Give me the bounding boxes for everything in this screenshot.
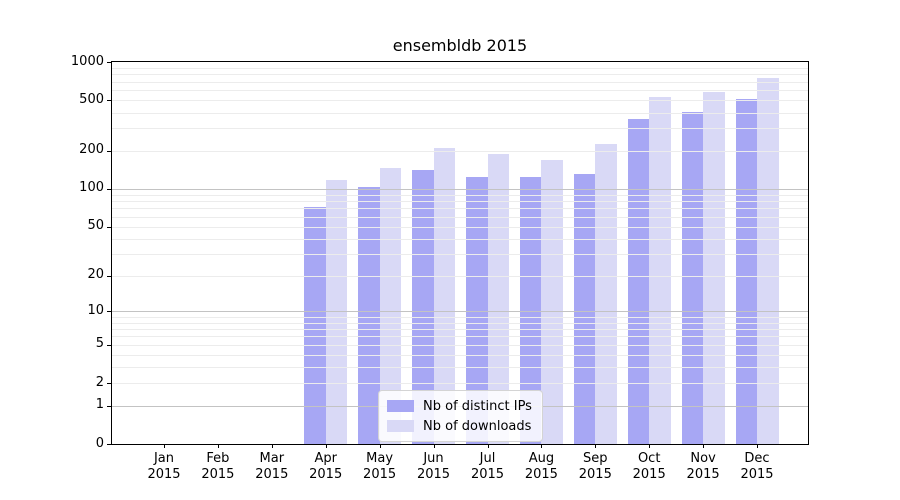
grid-line-50 [112,226,808,228]
x-tick-label-dec: Dec 2015 [740,451,774,483]
legend-label-downloads: Nb of downloads [423,418,532,434]
grid-line-800 [112,74,808,76]
grid-line-9 [112,316,808,318]
bar-downloads-jul [487,153,509,444]
bar-downloads-oct [649,97,671,444]
x-tick-mark-aug [541,444,543,448]
y-tick-label-2: 2 [95,374,104,390]
y-tick-label-100: 100 [79,180,104,196]
grid-line-400 [112,112,808,114]
x-tick-label-apr: Apr 2015 [309,451,343,483]
grid-line-40 [112,238,808,240]
y-tick-label-50: 50 [87,218,104,234]
legend-swatch-downloads [387,420,414,432]
x-tick-mark-mar [271,444,273,448]
grid-line-70 [112,208,808,210]
y-tick-label-5: 5 [95,336,104,352]
bar-distinct-ips-aug [519,177,542,444]
y-tick-label-200: 200 [79,142,104,158]
legend-item-downloads: Nb of downloads [387,416,532,436]
y-tick-label-20: 20 [87,267,104,283]
bar-distinct-ips-apr [304,206,326,444]
x-tick-mark-may [379,444,381,448]
grid-line-7 [112,329,808,330]
y-tick-mark-500 [107,100,111,102]
bar-downloads-dec [757,78,779,444]
grid-line-60 [112,216,808,218]
x-tick-label-feb: Feb 2015 [201,451,235,483]
x-tick-label-may: May 2015 [363,451,397,483]
grid-line-5 [112,344,808,346]
grid-line-20 [112,275,808,277]
bar-distinct-ips-jul [466,176,488,444]
bar-distinct-ips-sep [573,174,596,444]
x-tick-mark-jun [433,444,435,448]
x-tick-label-jul: Jul 2015 [470,451,505,483]
x-tick-label-aug: Aug 2015 [524,451,558,483]
y-tick-mark-100 [107,188,111,190]
legend-label-distinct-ips: Nb of distinct IPs [423,398,532,414]
y-tick-mark-20 [107,275,111,277]
x-tick-label-sep: Sep 2015 [578,451,612,483]
y-tick-mark-50 [107,226,111,228]
y-tick-label-1: 1 [95,397,104,413]
legend-item-distinct-ips: Nb of distinct IPs [387,396,532,416]
grid-line-900 [112,67,808,69]
bar-distinct-ips-jun [412,170,434,444]
bar-downloads-aug [541,159,563,444]
grid-line-8 [112,322,808,324]
bar-distinct-ips-dec [735,99,757,444]
x-tick-mark-jan [164,444,165,448]
legend-swatch-distinct-ips [387,400,414,412]
grid-line-3 [112,367,808,369]
y-tick-mark-1000 [107,62,111,63]
grid-line-80 [112,201,808,202]
bar-distinct-ips-may [358,186,380,444]
legend: Nb of distinct IPs Nb of downloads [378,390,543,442]
x-tick-label-oct: Oct 2015 [632,451,666,483]
x-tick-mark-dec [757,444,758,448]
x-tick-mark-feb [217,444,219,448]
grid-line-10 [112,311,808,313]
x-tick-label-jun: Jun 2015 [416,451,451,483]
y-tick-label-500: 500 [79,91,104,107]
x-tick-mark-nov [703,444,705,448]
grid-line-2 [112,383,808,385]
y-tick-mark-10 [107,311,111,313]
x-tick-label-jan: Jan 2015 [147,451,181,483]
grid-line-4 [112,355,808,356]
grid-line-100 [112,188,808,190]
x-tick-mark-oct [649,444,651,448]
gridlines-layer [112,62,808,444]
bar-downloads-sep [595,143,617,444]
y-tick-mark-5 [107,344,111,346]
bar-distinct-ips-oct [627,118,650,444]
x-tick-mark-sep [595,444,597,448]
x-tick-label-nov: Nov 2015 [686,451,720,483]
y-tick-mark-200 [107,150,111,152]
grid-line-700 [112,81,808,83]
x-tick-mark-jul [487,444,489,448]
plot-area [111,61,809,445]
y-tick-mark-1 [107,405,111,407]
grid-line-500 [112,100,808,102]
grid-line-6 [112,336,808,338]
bar-downloads-may [379,168,402,444]
grid-line-200 [112,150,808,152]
bar-downloads-jun [433,148,455,444]
x-tick-mark-apr [325,444,327,448]
y-tick-mark-2 [107,383,111,385]
grid-line-300 [112,128,808,130]
chart-title: ensembldb 2015 [392,36,528,55]
y-tick-mark-0 [107,444,111,445]
x-tick-label-mar: Mar 2015 [255,451,289,483]
y-tick-label-10: 10 [87,302,104,318]
grid-line-600 [112,90,808,92]
grid-line-30 [112,254,808,256]
y-tick-label-0: 0 [95,435,104,451]
y-tick-label-1000: 1000 [70,53,104,69]
grid-line-90 [112,194,808,196]
